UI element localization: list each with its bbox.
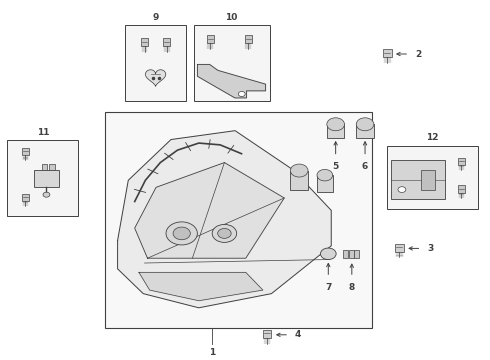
Bar (7, 140, 78, 216)
Bar (327, 123, 344, 138)
Polygon shape (118, 131, 331, 308)
Bar (245, 35, 252, 43)
Circle shape (327, 118, 344, 131)
Bar (349, 250, 354, 258)
Polygon shape (139, 273, 263, 301)
Text: 8: 8 (349, 283, 355, 292)
Bar (421, 170, 435, 190)
Circle shape (218, 229, 231, 238)
Bar (387, 146, 478, 209)
Bar (263, 330, 271, 338)
Text: 3: 3 (427, 244, 434, 253)
Circle shape (166, 222, 197, 245)
Circle shape (398, 187, 406, 193)
Polygon shape (146, 70, 166, 86)
Bar (354, 250, 359, 258)
Bar (395, 244, 404, 252)
Bar (22, 194, 28, 201)
Circle shape (356, 118, 374, 131)
Bar (42, 165, 48, 170)
Circle shape (212, 224, 237, 242)
Text: 4: 4 (295, 330, 301, 339)
Polygon shape (197, 64, 266, 98)
Circle shape (238, 91, 245, 96)
Text: 12: 12 (426, 133, 439, 142)
Text: 5: 5 (333, 162, 339, 171)
Text: 6: 6 (362, 162, 368, 171)
Bar (356, 123, 374, 138)
Text: 10: 10 (225, 13, 238, 22)
Bar (343, 250, 348, 258)
Circle shape (317, 170, 333, 181)
Bar (125, 25, 186, 101)
Circle shape (173, 227, 190, 240)
Bar (391, 160, 445, 199)
Bar (163, 39, 170, 46)
Bar (194, 25, 270, 101)
Text: 2: 2 (415, 50, 421, 59)
Circle shape (320, 248, 336, 260)
Bar (207, 35, 214, 43)
Bar (22, 148, 28, 156)
Bar (49, 165, 55, 170)
Bar (105, 112, 372, 328)
Bar (458, 158, 465, 165)
Circle shape (43, 192, 50, 197)
Bar (141, 39, 148, 46)
Bar (383, 49, 392, 57)
Circle shape (291, 164, 308, 177)
Bar (317, 175, 333, 193)
Bar (458, 185, 465, 193)
Text: 1: 1 (209, 348, 215, 357)
Polygon shape (135, 163, 284, 258)
Bar (34, 170, 59, 188)
Text: 9: 9 (152, 13, 159, 22)
Text: 11: 11 (37, 128, 49, 137)
Text: 7: 7 (325, 283, 332, 292)
Bar (291, 171, 308, 190)
